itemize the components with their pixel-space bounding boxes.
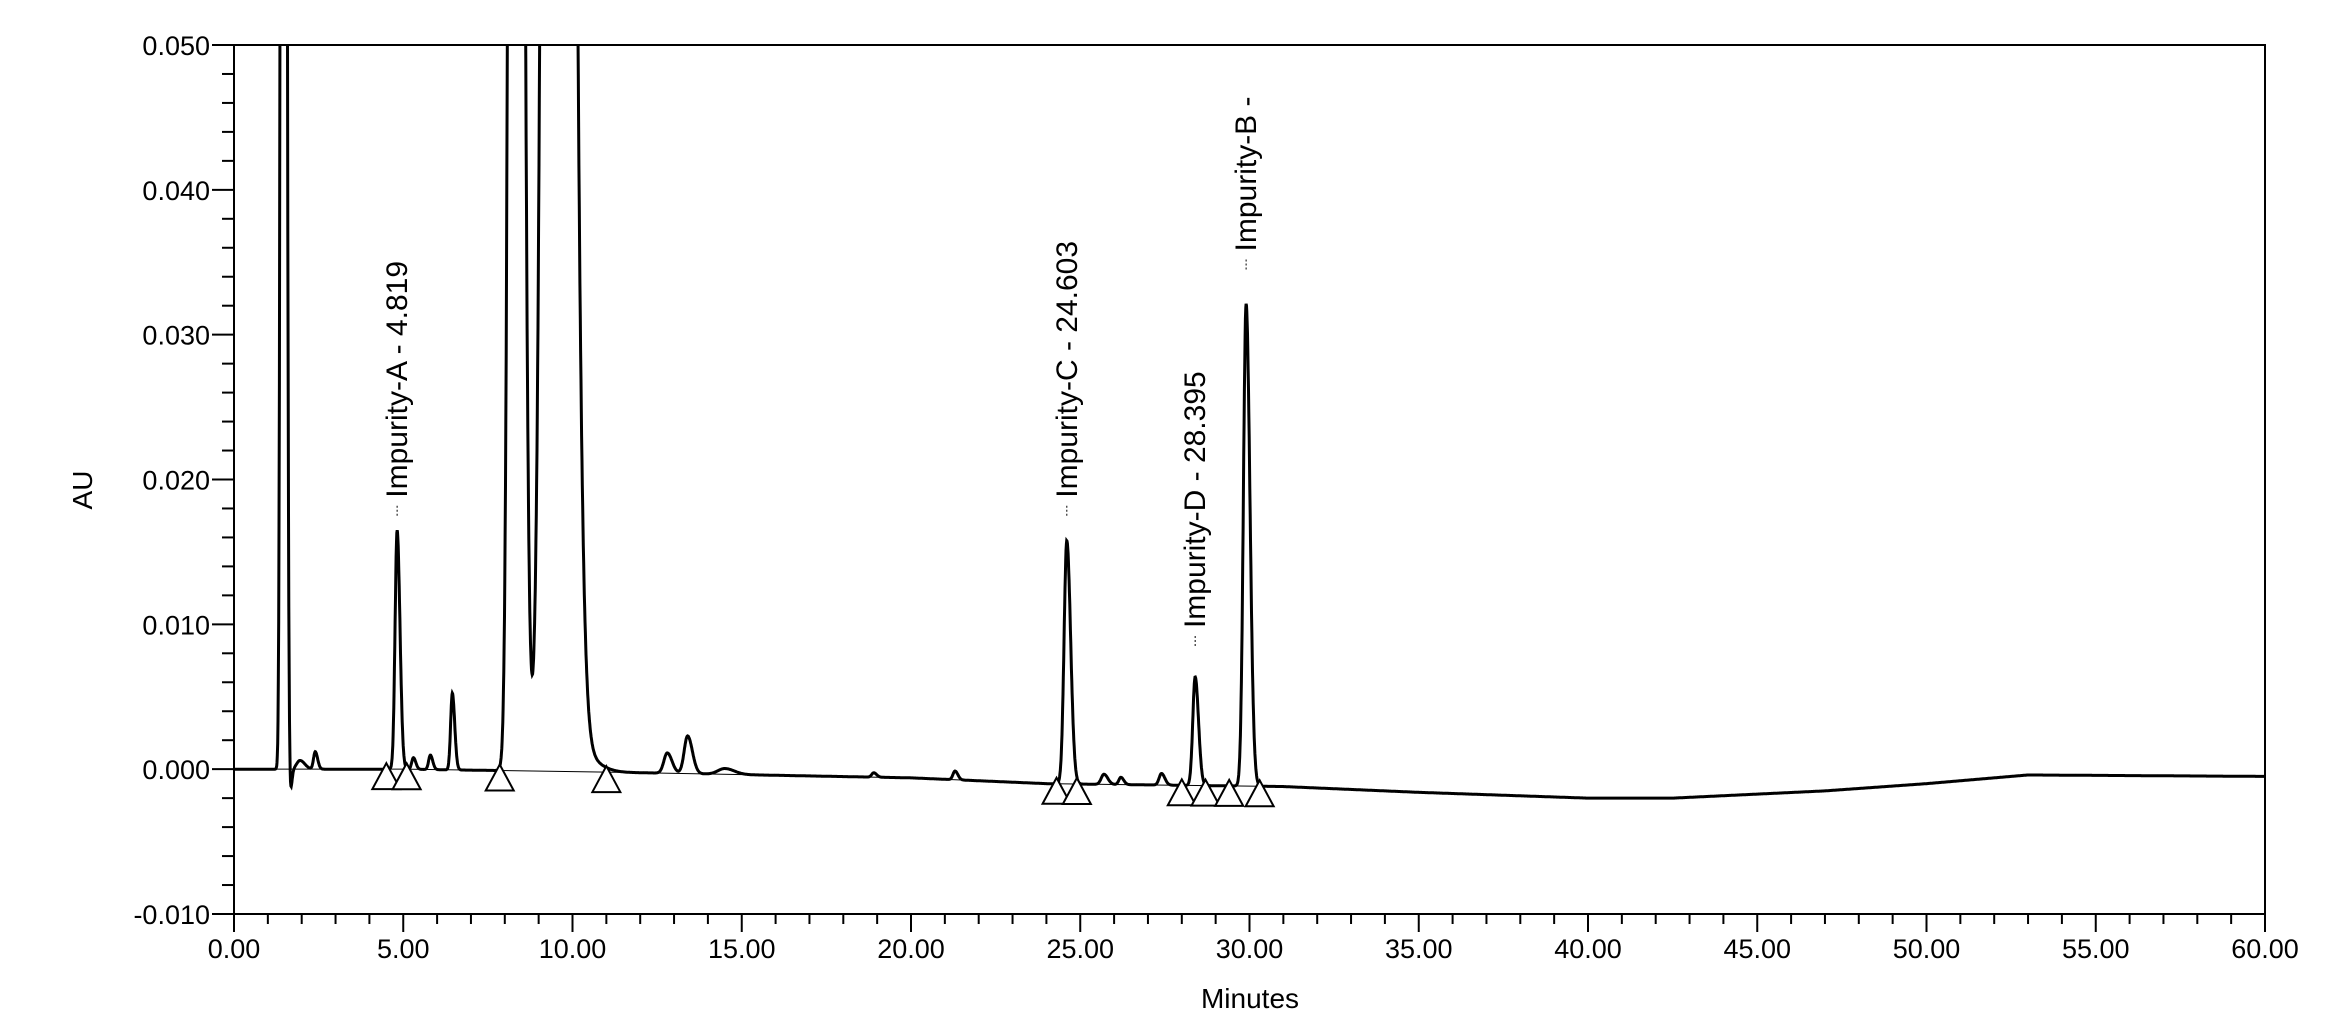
x-axis-title: Minutes bbox=[1201, 983, 1299, 1014]
y-tick-label: 0.030 bbox=[142, 321, 210, 351]
integration-marker bbox=[590, 763, 623, 794]
integration-marker bbox=[370, 761, 402, 791]
x-tick-label: 30.00 bbox=[1216, 934, 1284, 964]
y-axis-title: AU bbox=[67, 471, 98, 510]
y-tick-label: 0.040 bbox=[142, 176, 210, 206]
x-tick-label: 40.00 bbox=[1554, 934, 1622, 964]
y-tick-label: 0.050 bbox=[142, 31, 210, 61]
integration-marker bbox=[1243, 778, 1276, 808]
x-tick-label: 0.00 bbox=[208, 934, 261, 964]
y-tick-label: -0.010 bbox=[133, 900, 210, 930]
integration-marker bbox=[1061, 775, 1093, 806]
x-tick-label: 15.00 bbox=[708, 934, 776, 964]
integration-marker bbox=[1166, 777, 1198, 807]
peak-label: Impurity-C - 24.603 bbox=[1051, 241, 1084, 498]
x-tick-label: 25.00 bbox=[1046, 934, 1114, 964]
integration-marker bbox=[1189, 777, 1222, 807]
integration-marker bbox=[484, 762, 516, 792]
peak-label: Impurity-D - 28.395 bbox=[1179, 371, 1212, 628]
x-tick-label: 35.00 bbox=[1385, 934, 1453, 964]
y-tick-label: 0.000 bbox=[142, 755, 210, 785]
y-tick-label: 0.010 bbox=[142, 610, 210, 640]
y-tick-label: 0.020 bbox=[142, 466, 210, 496]
x-tick-label: 20.00 bbox=[877, 934, 945, 964]
peak-label: Impurity-A - 4.819 bbox=[381, 261, 414, 498]
x-tick-label: 55.00 bbox=[2062, 934, 2130, 964]
peak-label: Impurity-B - bbox=[1230, 96, 1263, 251]
integration-marker bbox=[1040, 775, 1073, 805]
x-tick-label: 45.00 bbox=[1723, 934, 1791, 964]
x-tick-label: 10.00 bbox=[539, 934, 607, 964]
integration-marker bbox=[390, 761, 423, 791]
integration-baseline bbox=[234, 768, 2265, 799]
x-tick-label: 5.00 bbox=[377, 934, 430, 964]
x-tick-label: 50.00 bbox=[1893, 934, 1961, 964]
x-tick-label: 60.00 bbox=[2231, 934, 2299, 964]
integration-marker bbox=[1213, 777, 1245, 807]
